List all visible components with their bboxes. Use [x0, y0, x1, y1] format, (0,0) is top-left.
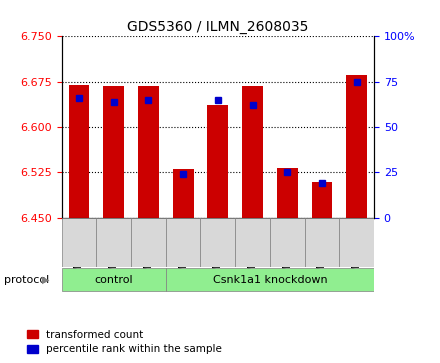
Bar	[103, 86, 124, 218]
Bar	[138, 86, 159, 218]
Bar	[207, 105, 228, 218]
Bar	[166, 218, 201, 267]
Bar	[166, 268, 374, 291]
Bar	[201, 218, 235, 267]
Text: Csnk1a1 knockdown: Csnk1a1 knockdown	[213, 274, 327, 285]
Text: control: control	[94, 274, 133, 285]
Bar	[69, 85, 89, 218]
Bar	[339, 218, 374, 267]
Bar	[312, 182, 332, 218]
Bar	[346, 75, 367, 218]
Legend: transformed count, percentile rank within the sample: transformed count, percentile rank withi…	[27, 330, 222, 354]
Title: GDS5360 / ILMN_2608035: GDS5360 / ILMN_2608035	[127, 20, 308, 34]
Bar	[270, 218, 304, 267]
Text: protocol: protocol	[4, 275, 50, 285]
Bar	[304, 218, 339, 267]
Text: ▶: ▶	[42, 275, 49, 285]
Bar	[172, 170, 194, 218]
Bar	[242, 86, 263, 218]
Bar	[62, 218, 96, 267]
Bar	[96, 218, 131, 267]
Bar	[277, 168, 297, 218]
Bar	[131, 218, 166, 267]
Bar	[235, 218, 270, 267]
Bar	[62, 268, 166, 291]
